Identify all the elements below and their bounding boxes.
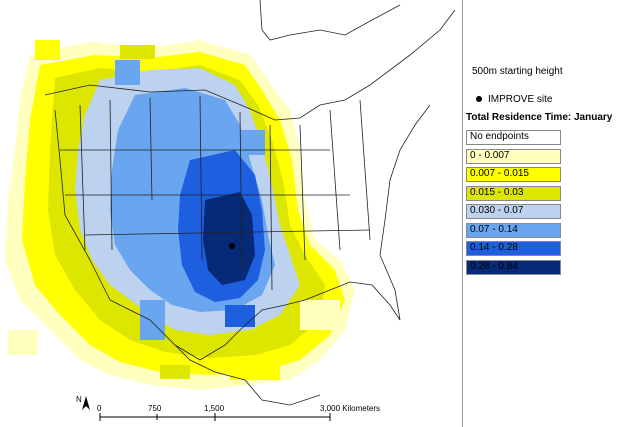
boundary-lines [44, 0, 456, 406]
legend-subtitle: 500m starting height [472, 66, 563, 77]
residence-time-map: N 0 750 1,500 3,000 Kilometers [5, 0, 456, 421]
legend-swatch [466, 130, 561, 145]
legend-class-label: 0.07 - 0.14 [470, 223, 518, 235]
scale-tick-1500: 1,500 [204, 404, 225, 413]
map-legend: 500m starting height IMPROVE site Total … [466, 0, 630, 427]
legend-class-label: 0.007 - 0.015 [470, 168, 529, 179]
legend-swatch [466, 222, 561, 238]
north-label: N [76, 395, 82, 404]
legend-class-label: 0.015 - 0.03 [470, 186, 524, 198]
legend-class-label: 0 - 0.007 [470, 149, 510, 161]
panel-divider [462, 0, 463, 427]
legend-swatch [466, 204, 561, 219]
legend-class-label: 0.14 - 0.28 [470, 242, 518, 253]
legend-class-label: No endpoints [470, 131, 529, 142]
site-dot-icon [476, 95, 482, 102]
legend-swatch [466, 241, 561, 256]
legend-swatch [466, 259, 561, 275]
legend-class-label: 0.28 - 0.84 [470, 260, 518, 272]
improve-site-marker [229, 243, 235, 249]
legend-swatch [466, 185, 561, 201]
legend-site-label: IMPROVE site [488, 94, 553, 105]
scale-tick-0: 0 [97, 404, 102, 413]
legend-site-row: IMPROVE site [472, 94, 552, 105]
legend-swatch [466, 167, 561, 182]
legend-swatch [466, 148, 561, 164]
legend-class-label: 0.030 - 0.07 [470, 205, 524, 216]
north-arrow: N [76, 395, 90, 410]
scale-bar: 0 750 1,500 3,000 Kilometers [97, 404, 380, 421]
scale-tick-3000: 3,000 Kilometers [320, 404, 380, 413]
legend-title: Total Residence Time: January [466, 112, 613, 123]
scale-tick-750: 750 [148, 404, 162, 413]
